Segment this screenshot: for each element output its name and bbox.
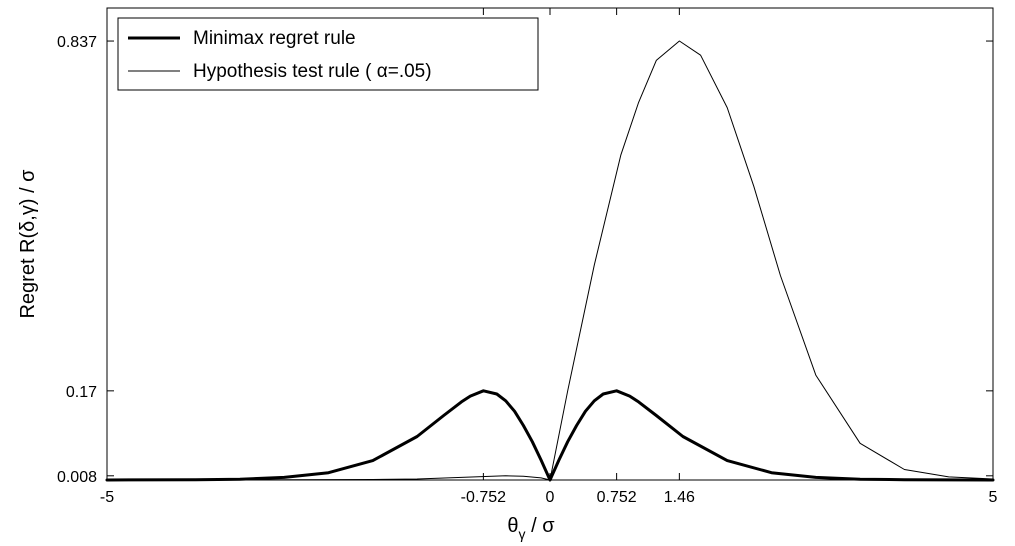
x-tick-label: -5 [100, 489, 114, 506]
x-tick-label: 1.46 [664, 489, 695, 506]
legend: Minimax regret rule Hypothesis test rule… [117, 17, 539, 91]
legend-box [117, 17, 539, 91]
x-tick-label: 0.752 [597, 489, 637, 506]
y-tick-label: 0.17 [66, 384, 97, 401]
x-tick-label: 0 [546, 489, 555, 506]
y-tick-label: 0.837 [57, 34, 97, 51]
series-minimax-line [105, 389, 995, 482]
y-axis-label: Regret R(δ,γ) / σ [17, 169, 39, 319]
x-axis-label: θγ / σ [507, 515, 555, 542]
tick-labels: -5 -0.752 0 0.752 1.46 5 0.008 0.17 0.837 [57, 34, 998, 506]
x-tick-label: 5 [989, 489, 998, 506]
series-layer [105, 40, 995, 482]
tick-marks [106, 8, 994, 480]
x-tick-label: -0.752 [461, 489, 506, 506]
legend-label-hypothesis: Hypothesis test rule ( α=.05) [193, 61, 432, 82]
legend-label-minimax: Minimax regret rule [193, 28, 356, 49]
series-hypothesis-line [106, 40, 994, 481]
y-tick-label: 0.008 [57, 469, 97, 486]
